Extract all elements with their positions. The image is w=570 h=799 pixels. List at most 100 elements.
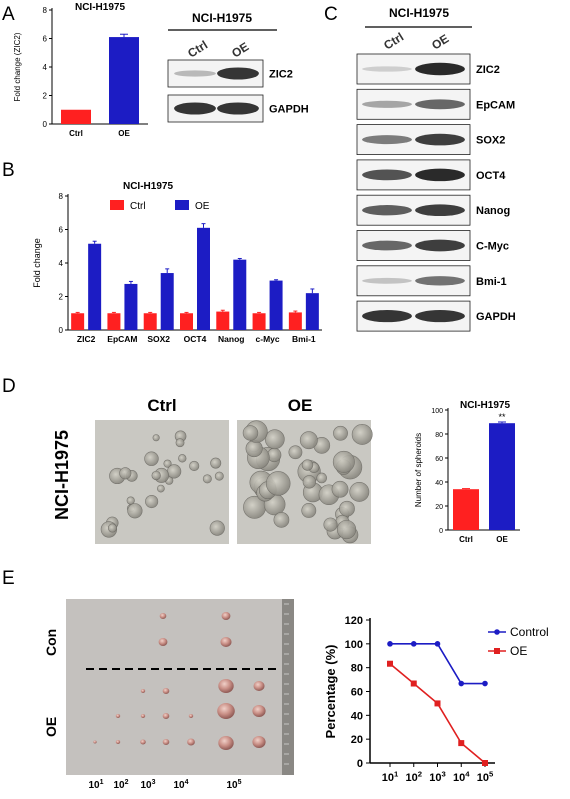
photo-ruler: [282, 599, 294, 775]
blot-band-oe: [415, 204, 465, 217]
tumor: [158, 638, 168, 646]
y-tick-label: 20: [435, 504, 443, 511]
legend-swatch-ctrl: [110, 200, 124, 210]
x-tick-label: 101: [382, 770, 399, 784]
y-tick-label: 0: [439, 528, 443, 535]
spheroid: [264, 429, 285, 450]
point-control: [410, 641, 417, 647]
blot-band-oe: [415, 133, 465, 146]
blot-band-ctrl: [362, 135, 412, 145]
tumor: [115, 714, 121, 718]
legend-swatch-oe: [175, 200, 189, 210]
blot-band-oe: [415, 99, 465, 110]
micrograph-ctrl: [95, 420, 229, 544]
western-blot-a: NCI-H1975 Ctrl OE ZIC2 GAPDH: [167, 11, 309, 123]
point-control: [387, 641, 393, 647]
dose-label: 104: [173, 779, 188, 791]
spheroid: [336, 519, 357, 540]
legend-label-ctrl: Ctrl: [130, 201, 146, 212]
micrograph-oe-label: OE: [288, 396, 313, 415]
dose-label: 103: [140, 779, 155, 791]
spheroid: [316, 472, 327, 484]
blot-a-lane-oe: OE: [229, 39, 251, 60]
bar-ctrl-bmi-1: [288, 312, 302, 330]
bar-ctrl: [61, 109, 91, 124]
blot-c-cell-line: NCI-H1975: [389, 6, 449, 20]
spheroid: [178, 454, 187, 463]
blot-band-ctrl: [362, 100, 412, 108]
panel-letter-a: A: [2, 4, 15, 25]
bar-oe-bmi-1: [305, 293, 319, 330]
spheroid: [167, 464, 182, 479]
x-tick-label: Bmi-1: [292, 334, 316, 344]
bar-oe: [109, 37, 139, 125]
blot-row-sox2: SOX2: [356, 124, 505, 155]
tumor: [159, 613, 167, 619]
point-control: [434, 641, 441, 647]
micrograph-oe: [237, 420, 373, 544]
spheroid: [331, 480, 349, 498]
tumor: [252, 705, 266, 717]
bar-chart-d: NCI-H1975 0 20 40 60 80 100 Number of spheroids…: [414, 400, 520, 544]
y-tick-label: 120: [345, 615, 363, 627]
tumor: [252, 736, 266, 748]
blot-band-ctrl: [174, 70, 216, 77]
panel-d-side-label: NCI-H1975: [52, 430, 72, 520]
tumor: [93, 740, 97, 744]
tumor: [162, 739, 170, 745]
blot-row-zic2: ZIC2: [356, 53, 500, 85]
blot-row-epcam: EpCAM: [356, 88, 515, 120]
dose-label: 102: [113, 779, 128, 791]
blot-band-ctrl: [174, 102, 216, 115]
spheroid: [273, 511, 290, 528]
series-line-oe: [389, 663, 486, 764]
spheroid: [301, 459, 314, 471]
x-tick-label: OCT4: [184, 334, 207, 344]
legend-label-oe: OE: [195, 201, 210, 212]
spheroid: [351, 424, 373, 445]
y-axis-label: Fold change: [32, 238, 42, 288]
chart-title: NCI-H1975: [75, 2, 125, 13]
blot-band-oe: [415, 239, 465, 252]
xenograft-photo: Con OE 101 102 103 104 105: [43, 599, 294, 791]
blot-label-zic2: ZIC2: [269, 69, 293, 81]
point-oe: [434, 700, 441, 707]
panel-letter-e: E: [2, 568, 15, 589]
spheroid: [302, 475, 317, 489]
spheroid: [333, 425, 348, 441]
micrograph-ctrl-label: Ctrl: [147, 396, 176, 415]
y-tick-label: 4: [43, 63, 48, 72]
blot-label-sox2: SOX2: [476, 135, 505, 147]
point-oe: [458, 740, 465, 747]
blot-band-oe: [415, 168, 465, 182]
spheroid: [163, 459, 172, 468]
blot-a-cell-line: NCI-H1975: [192, 11, 252, 25]
y-tick-label: 8: [43, 6, 48, 15]
legend-label-oe: OE: [510, 644, 527, 658]
blot-row-bmi-1: Bmi-1: [356, 265, 507, 297]
y-tick-label: 60: [351, 687, 363, 699]
blot-row-oct4: OCT4: [356, 159, 506, 191]
bar-oe-nanog: [233, 259, 247, 330]
blot-row-nanog: Nanog: [356, 194, 510, 226]
spheroid: [339, 500, 355, 517]
tumor: [140, 739, 146, 745]
bar-chart-a: NCI-H1975 0 2 4 6 8 Fold change (ZIC2) Ctrl OE: [13, 2, 148, 138]
bar-chart-b: NCI-H1975 0 2 4 6 8 Fold change ZIC2 EpCAM SOX2 OC…: [32, 181, 322, 344]
legend-marker-control: [494, 629, 500, 635]
tumor: [221, 612, 231, 620]
blot-band-oe: [217, 67, 259, 80]
tumor: [187, 738, 195, 746]
y-tick-label: 100: [345, 639, 363, 651]
bar-oe-epcam: [124, 283, 138, 330]
legend-label-control: Control: [510, 625, 549, 639]
y-tick-label: 0: [357, 758, 363, 770]
x-tick-label: OE: [118, 129, 130, 138]
blot-band-ctrl: [362, 169, 412, 181]
tumor: [218, 679, 234, 693]
y-axis-label: Number of spheroids: [414, 433, 423, 507]
spheroid: [126, 496, 135, 505]
x-tick-label: 104: [453, 770, 470, 784]
spheroid: [349, 481, 370, 502]
spheroid: [119, 467, 132, 480]
